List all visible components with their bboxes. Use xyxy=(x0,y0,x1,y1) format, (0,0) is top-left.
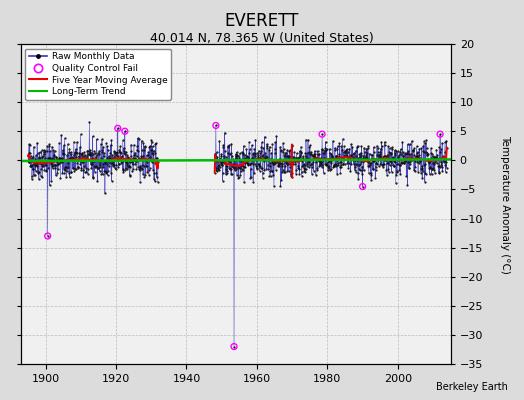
Text: EVERETT: EVERETT xyxy=(225,12,299,30)
Y-axis label: Temperature Anomaly (°C): Temperature Anomaly (°C) xyxy=(500,134,510,274)
Point xyxy=(114,125,122,132)
Point xyxy=(436,131,444,137)
Point xyxy=(230,343,238,350)
Point xyxy=(121,128,129,134)
Point xyxy=(43,233,52,239)
Text: 40.014 N, 78.365 W (United States): 40.014 N, 78.365 W (United States) xyxy=(150,32,374,45)
Point xyxy=(318,131,326,137)
Text: Berkeley Earth: Berkeley Earth xyxy=(436,382,508,392)
Legend: Raw Monthly Data, Quality Control Fail, Five Year Moving Average, Long-Term Tren: Raw Monthly Data, Quality Control Fail, … xyxy=(26,48,171,100)
Point xyxy=(358,183,367,190)
Point xyxy=(212,122,220,129)
